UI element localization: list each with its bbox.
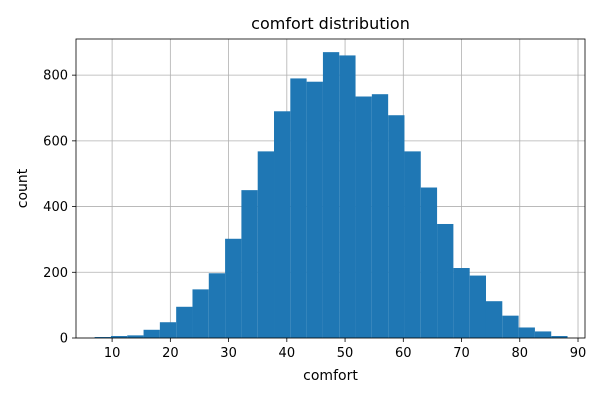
- histogram-bar: [306, 81, 323, 338]
- histogram-bar: [339, 55, 356, 339]
- histogram-bar: [534, 331, 552, 338]
- histogram-bar: [176, 306, 193, 338]
- histogram-bar: [502, 315, 519, 338]
- histogram-bar: [192, 289, 209, 338]
- y-tick-label: 600: [43, 134, 68, 149]
- histogram-bar: [453, 268, 470, 338]
- histogram-bar: [274, 111, 291, 339]
- histogram-bar: [322, 52, 340, 339]
- histogram-bar: [127, 335, 144, 338]
- x-tick-label: 40: [279, 346, 296, 361]
- histogram-bar: [355, 96, 372, 338]
- y-axis-label: count: [15, 168, 31, 208]
- histogram-bar: [143, 329, 160, 338]
- bars-layer: [94, 52, 568, 339]
- x-tick-label: 30: [220, 346, 237, 361]
- x-tick-label: 90: [570, 346, 587, 361]
- x-tick-label: 70: [453, 346, 470, 361]
- histogram-bar: [110, 336, 128, 338]
- histogram-bar: [225, 238, 242, 338]
- histogram-bar: [485, 301, 503, 338]
- chart-title: comfort distribution: [251, 14, 410, 33]
- histogram-bar: [94, 337, 111, 338]
- histogram-bar: [420, 187, 438, 338]
- histogram-bar: [159, 322, 177, 338]
- histogram-bar: [388, 115, 405, 338]
- histogram-bar: [371, 94, 389, 338]
- histogram-bar: [551, 336, 568, 338]
- histogram-bar: [241, 190, 258, 338]
- histogram-bar: [518, 327, 535, 338]
- x-tick-label: 80: [512, 346, 529, 361]
- ticks-layer: 10 20 30 40 50 60 70 80 90 0 200 400 600 800: [43, 69, 586, 361]
- histogram-bar: [469, 275, 486, 338]
- histogram-bar: [208, 273, 226, 338]
- y-tick-label: 800: [43, 69, 68, 84]
- y-tick-label: 200: [43, 266, 68, 281]
- x-axis-label: comfort: [303, 368, 358, 384]
- histogram-bar: [290, 78, 307, 338]
- histogram-bar: [404, 151, 421, 338]
- histogram-bar: [257, 151, 275, 338]
- x-tick-label: 10: [104, 346, 121, 361]
- plot-frame: [75, 38, 586, 339]
- y-tick-label: 400: [43, 200, 68, 215]
- x-tick-label: 60: [395, 346, 412, 361]
- y-tick-label: 0: [60, 332, 68, 347]
- x-tick-label: 50: [337, 346, 354, 361]
- histogram-bar: [437, 223, 454, 338]
- x-tick-label: 20: [162, 346, 179, 361]
